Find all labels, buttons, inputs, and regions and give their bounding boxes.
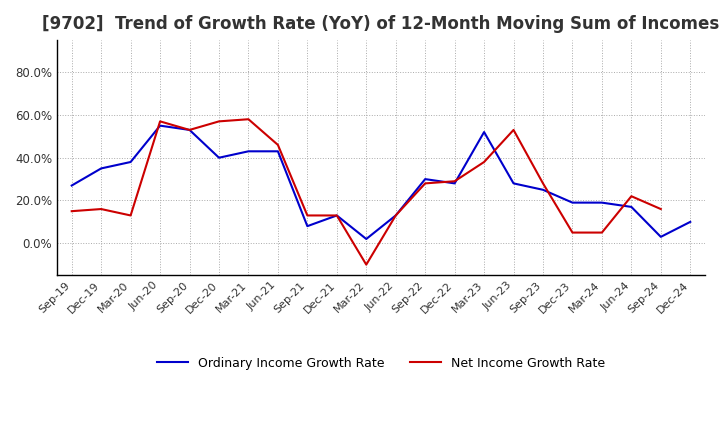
Ordinary Income Growth Rate [244,149,253,154]
Net Income Growth Rate [657,206,665,212]
Ordinary Income Growth Rate [156,123,164,128]
Ordinary Income Growth Rate [539,187,547,192]
Ordinary Income Growth Rate [568,200,577,205]
Net Income Growth Rate [627,194,636,199]
Ordinary Income Growth Rate [421,176,430,182]
Ordinary Income Growth Rate [598,200,606,205]
Net Income Growth Rate [392,213,400,218]
Ordinary Income Growth Rate [97,166,106,171]
Net Income Growth Rate [568,230,577,235]
Ordinary Income Growth Rate [333,213,341,218]
Ordinary Income Growth Rate [126,159,135,165]
Net Income Growth Rate [333,213,341,218]
Net Income Growth Rate [303,213,312,218]
Net Income Growth Rate [480,159,488,165]
Ordinary Income Growth Rate [450,181,459,186]
Net Income Growth Rate [509,127,518,132]
Net Income Growth Rate [244,117,253,122]
Net Income Growth Rate [185,127,194,132]
Line: Ordinary Income Growth Rate: Ordinary Income Growth Rate [72,126,690,239]
Title: [9702]  Trend of Growth Rate (YoY) of 12-Month Moving Sum of Incomes: [9702] Trend of Growth Rate (YoY) of 12-… [42,15,719,33]
Net Income Growth Rate [215,119,223,124]
Ordinary Income Growth Rate [362,236,371,242]
Net Income Growth Rate [598,230,606,235]
Ordinary Income Growth Rate [392,213,400,218]
Legend: Ordinary Income Growth Rate, Net Income Growth Rate: Ordinary Income Growth Rate, Net Income … [157,357,605,370]
Net Income Growth Rate [421,181,430,186]
Ordinary Income Growth Rate [185,127,194,132]
Net Income Growth Rate [274,142,282,147]
Net Income Growth Rate [362,262,371,267]
Ordinary Income Growth Rate [68,183,76,188]
Ordinary Income Growth Rate [509,181,518,186]
Ordinary Income Growth Rate [657,234,665,239]
Net Income Growth Rate [156,119,164,124]
Ordinary Income Growth Rate [686,219,695,224]
Net Income Growth Rate [539,181,547,186]
Ordinary Income Growth Rate [627,204,636,209]
Net Income Growth Rate [126,213,135,218]
Net Income Growth Rate [68,209,76,214]
Ordinary Income Growth Rate [274,149,282,154]
Ordinary Income Growth Rate [303,224,312,229]
Net Income Growth Rate [97,206,106,212]
Ordinary Income Growth Rate [480,129,488,135]
Ordinary Income Growth Rate [215,155,223,160]
Net Income Growth Rate [450,179,459,184]
Line: Net Income Growth Rate: Net Income Growth Rate [72,119,661,264]
